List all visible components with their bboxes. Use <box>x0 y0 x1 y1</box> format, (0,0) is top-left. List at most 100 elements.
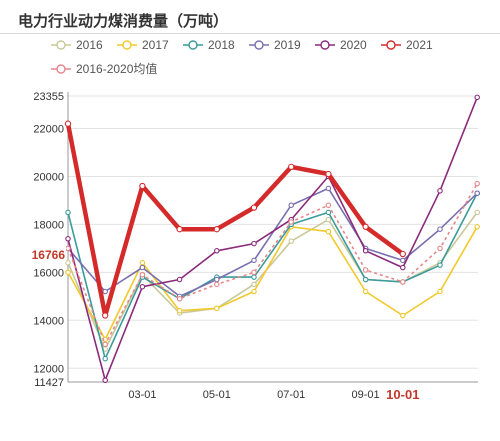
series-line-2016-2020均值 <box>67 183 478 346</box>
data-point-2021 <box>399 250 406 258</box>
data-point-2019 <box>288 202 294 208</box>
data-point-2017 <box>325 228 332 235</box>
legend-marker-icon <box>117 40 137 50</box>
highlight-value-label: 16766 <box>32 248 66 262</box>
data-point-2021 <box>64 120 72 127</box>
x-tick-label-highlight: 10-01 <box>386 387 419 402</box>
legend-marker-icon <box>249 40 269 50</box>
data-point-2016-2020均值 <box>437 245 443 252</box>
data-point-2017 <box>362 288 369 295</box>
data-point-2020 <box>176 276 183 283</box>
legend-label: 2017 <box>142 38 169 52</box>
data-point-2016 <box>474 209 480 216</box>
data-point-2020 <box>251 240 257 247</box>
data-point-2020 <box>139 283 146 290</box>
data-point-2020 <box>474 94 480 101</box>
title-divider <box>0 33 500 34</box>
x-tick-label: 05-01 <box>203 389 231 401</box>
data-point-2018 <box>437 262 443 268</box>
data-point-2021 <box>213 226 220 233</box>
legend-marker-icon <box>381 40 401 50</box>
x-tick-label: 07-01 <box>277 389 305 401</box>
data-point-2018 <box>102 355 108 362</box>
data-point-2020 <box>214 248 220 254</box>
data-point-2016 <box>288 238 294 244</box>
x-tick-label: 09-01 <box>352 389 380 401</box>
data-point-2021 <box>362 223 369 230</box>
data-point-2016 <box>325 216 332 223</box>
data-point-2019 <box>139 264 146 271</box>
page-title: 电力行业动力煤消费量（万吨） <box>18 12 229 30</box>
data-point-2016-2020均值 <box>325 202 332 208</box>
data-point-2019 <box>214 276 220 283</box>
legend-marker-icon <box>51 40 71 50</box>
data-point-2017 <box>214 305 220 312</box>
data-point-2019 <box>325 185 332 192</box>
legend-label: 2018 <box>208 38 235 52</box>
data-point-2016-2020均值 <box>214 281 220 288</box>
y-tick-label: 12000 <box>33 363 64 375</box>
legend-item[interactable]: 2019 <box>248 38 301 52</box>
data-point-2021 <box>325 170 332 178</box>
series-line-2021 <box>65 123 405 318</box>
legend-label: 2019 <box>274 38 301 52</box>
data-point-2016-2020均值 <box>139 271 146 278</box>
data-point-2021 <box>250 204 258 211</box>
legend-label: 2016-2020均值 <box>76 62 158 76</box>
data-point-2017 <box>400 312 406 319</box>
data-point-2016-2020均值 <box>102 341 108 348</box>
legend-marker-icon <box>315 40 335 50</box>
y-tick-label: 18000 <box>33 219 64 231</box>
data-point-2019 <box>251 257 257 264</box>
data-point-2021 <box>176 226 183 233</box>
y-tick-label: 11427 <box>34 377 64 389</box>
data-point-2016-2020均值 <box>176 295 183 302</box>
x-tick-label: 03-01 <box>128 389 156 401</box>
series-line-2018 <box>67 192 478 360</box>
data-point-2016 <box>251 281 257 288</box>
y-tick-label: 20000 <box>33 171 64 183</box>
legend-item[interactable]: 2016-2020均值 <box>50 60 157 77</box>
data-point-2016 <box>65 260 71 266</box>
series-line-2020 <box>67 97 478 381</box>
data-point-2016-2020均值 <box>474 180 480 187</box>
data-point-2017 <box>176 307 183 314</box>
data-point-2017 <box>251 288 257 295</box>
data-point-2020 <box>437 188 443 194</box>
data-point-2021 <box>139 182 146 190</box>
data-point-2019 <box>400 257 406 264</box>
data-point-2017 <box>65 269 71 276</box>
y-tick-label: 16000 <box>33 267 64 279</box>
y-tick-label: 23355 <box>33 91 64 103</box>
data-point-2020 <box>400 264 406 271</box>
data-point-2019 <box>474 190 480 196</box>
data-point-2020 <box>362 248 369 254</box>
legend-item[interactable]: 2020 <box>314 38 367 52</box>
legend-marker-icon <box>183 40 203 50</box>
data-point-2016-2020均值 <box>251 269 257 276</box>
data-point-2017 <box>474 224 480 230</box>
data-point-2021 <box>288 163 295 171</box>
legend-item[interactable]: 2018 <box>182 38 235 52</box>
data-point-2016-2020均值 <box>362 267 369 273</box>
data-point-2018 <box>65 209 71 216</box>
data-point-2020 <box>65 236 71 242</box>
legend-item[interactable]: 2017 <box>116 38 169 52</box>
data-point-2019 <box>102 288 108 295</box>
legend-label: 2016 <box>76 38 103 52</box>
legend-marker-icon <box>51 63 71 74</box>
highlight-value-bg <box>16 244 66 262</box>
series-line-2017 <box>67 226 478 341</box>
legend-label: 2021 <box>406 38 433 52</box>
data-point-2016-2020均值 <box>288 219 294 225</box>
data-point-2017 <box>139 260 146 266</box>
data-point-2018 <box>362 276 369 283</box>
y-tick-label: 14000 <box>33 315 64 327</box>
legend-item[interactable]: 2021 <box>380 38 433 52</box>
y-tick-label: 22000 <box>33 123 64 135</box>
legend-item[interactable]: 2016 <box>50 38 103 52</box>
data-point-2017 <box>437 288 443 295</box>
data-point-2020 <box>102 377 108 383</box>
data-point-2019 <box>437 226 443 232</box>
